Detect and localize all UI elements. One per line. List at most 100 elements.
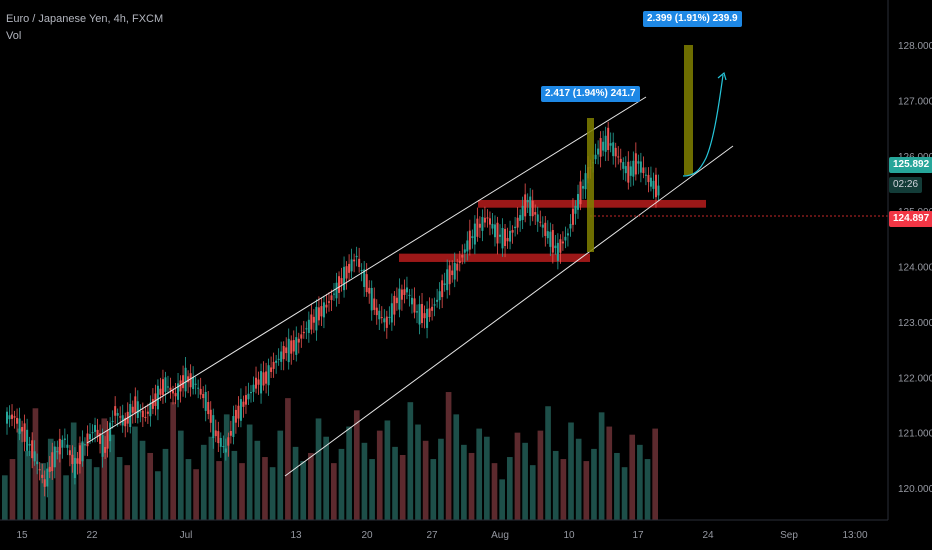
candle-body (222, 446, 225, 448)
candle-body (194, 383, 197, 385)
volume-bar (598, 412, 605, 520)
candle-body (212, 415, 215, 439)
candle-body (398, 288, 401, 310)
candle-body (109, 422, 112, 442)
candle-body (453, 262, 456, 280)
volume-bar (70, 422, 77, 520)
candle-body (277, 358, 280, 360)
volume-bar (621, 467, 628, 520)
candle-body (36, 461, 39, 465)
candle-body (207, 402, 210, 415)
candle-body (217, 431, 220, 444)
candle-body (56, 451, 59, 453)
candle-body (13, 416, 16, 418)
volume-bar (422, 440, 429, 520)
volume-bar (132, 426, 138, 520)
candle-body (333, 293, 335, 295)
volume-bar (644, 459, 651, 520)
candle-body (531, 200, 534, 217)
candle-body (156, 385, 159, 410)
candle-body (506, 237, 509, 242)
candle-body (257, 379, 260, 385)
volume-bar (47, 438, 54, 520)
volume-bar (323, 436, 329, 520)
volume-bar (506, 457, 513, 520)
candle-body (227, 437, 230, 446)
candle-body (144, 416, 147, 418)
volume-bar (40, 463, 46, 520)
volume-bar (468, 452, 475, 520)
candle-body (370, 287, 373, 311)
candle-body (499, 234, 502, 237)
candle-body (614, 147, 617, 157)
volume-bar (346, 426, 352, 520)
candle-body (104, 447, 107, 453)
candle-body (6, 411, 8, 424)
candle-body (539, 221, 542, 223)
time-axis[interactable]: 15 22 Jul 13 20 27 Aug 10 17 24 Sep 13:00 (16, 530, 868, 541)
volume-bar (162, 448, 169, 520)
volume-bar (353, 410, 360, 520)
candle-body (644, 174, 647, 176)
candle-body (607, 127, 610, 151)
candle-body (159, 388, 162, 395)
volume-bar (361, 442, 368, 520)
volume-indicator-label[interactable]: Vol (6, 30, 22, 42)
projection-arrow-icon (717, 71, 727, 81)
volume-bar (529, 465, 536, 520)
symbol-title[interactable]: Euro / Japanese Yen, 4h, FXCM (6, 13, 164, 25)
candle-body (287, 338, 290, 363)
candle-body (463, 249, 466, 253)
candle-body (486, 217, 489, 219)
candle-body (275, 360, 278, 363)
candle-body (534, 212, 537, 215)
candle-body (649, 177, 652, 187)
candle-body (146, 411, 149, 414)
candle-body (83, 444, 86, 446)
time-tick-label: 27 (426, 530, 438, 541)
candle-body (58, 438, 61, 455)
volume-bar (591, 448, 597, 520)
candle-body (61, 439, 64, 448)
candle-body (473, 223, 476, 245)
price-tick-label: 124.000 (898, 263, 932, 274)
volume-bar (575, 438, 582, 520)
volume-bar (461, 444, 467, 520)
candle-body (416, 311, 419, 313)
candle-body (408, 294, 411, 296)
volume-bar (269, 467, 276, 520)
candle-body (375, 307, 378, 316)
volume-bar (2, 475, 8, 520)
candle-body (209, 409, 212, 423)
candle-body (21, 427, 24, 432)
price-tick-label: 128.000 (898, 41, 932, 52)
candle-body (569, 223, 572, 229)
candle-body (169, 387, 172, 391)
volume-bar (239, 463, 245, 520)
candle-body (31, 440, 34, 459)
candle-body (310, 314, 313, 330)
candle-body (307, 319, 310, 333)
candle-body (234, 409, 237, 423)
candle-body (78, 445, 81, 465)
volume-bar (32, 408, 39, 520)
candle-body (446, 269, 449, 291)
price-tick-label: 120.000 (898, 484, 932, 495)
volume-bar (514, 432, 521, 520)
candle-body (524, 194, 527, 217)
candle-body (521, 205, 524, 220)
candle-body (546, 231, 549, 239)
volume-bar (522, 442, 528, 520)
candle-body (579, 181, 582, 205)
candle-body (493, 224, 496, 238)
candle-body (514, 226, 517, 229)
candle-body (244, 395, 247, 405)
candle-body (33, 451, 36, 462)
projection-curve (682, 74, 724, 177)
candle-body (554, 245, 557, 249)
candle-body (202, 393, 205, 399)
volume-bar (109, 434, 115, 520)
candle-body (405, 287, 408, 293)
candle-body (340, 278, 343, 284)
